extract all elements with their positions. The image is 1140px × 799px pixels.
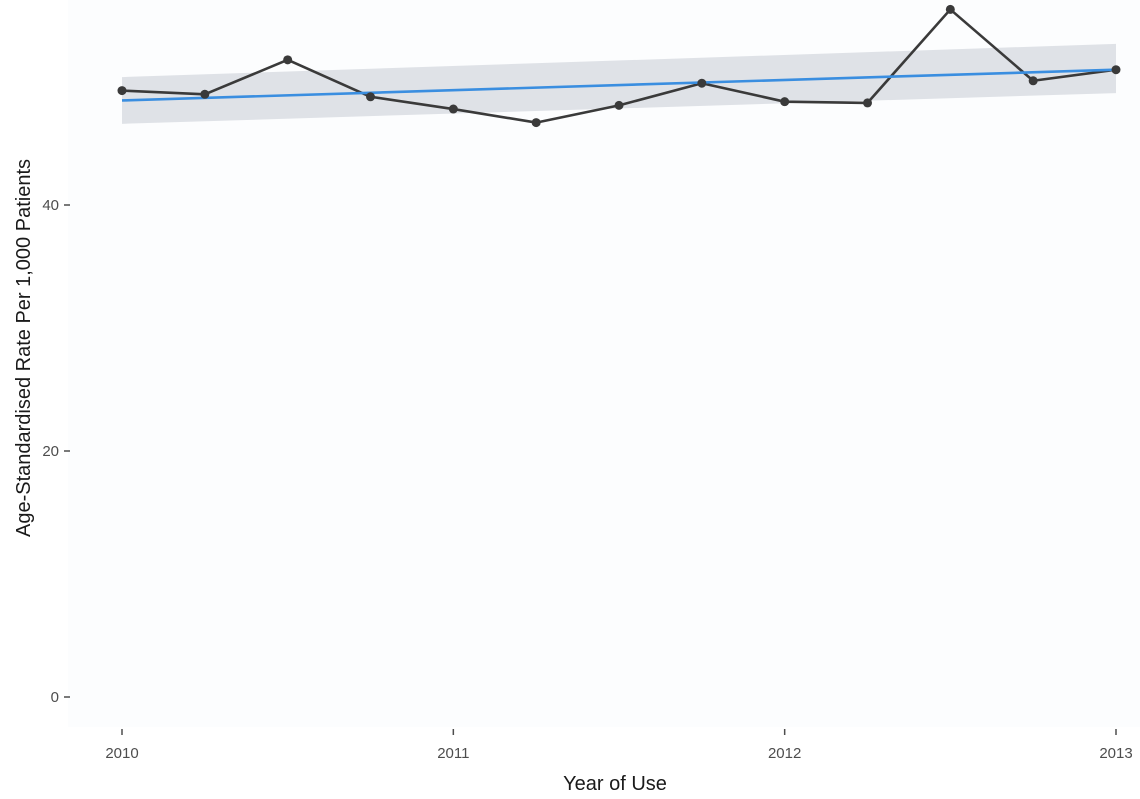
trend-line	[121, 68, 1117, 102]
x-tick-label: 2011	[437, 745, 469, 762]
data-point	[780, 97, 790, 107]
y-axis: 0 20 40	[42, 197, 70, 706]
data-point	[697, 78, 707, 88]
data-point	[448, 104, 458, 114]
x-tick-label: 2010	[105, 745, 138, 762]
data-point	[366, 92, 375, 102]
x-axis-title: Year of Use	[563, 773, 667, 795]
data-point	[531, 118, 541, 128]
data-point	[200, 89, 210, 99]
x-tick-label: 2012	[768, 745, 801, 762]
trend-line-layer	[121, 68, 1117, 102]
y-tick-label: 20	[42, 443, 59, 460]
data-point	[863, 98, 872, 108]
y-tick-label: 0	[51, 689, 59, 706]
plot-panel	[68, 0, 1140, 727]
x-axis: 2010 2011 2012 2013	[105, 729, 1133, 762]
x-tick-label: 2013	[1099, 745, 1132, 762]
data-point	[614, 100, 624, 110]
data-point	[1111, 65, 1121, 75]
data-point	[117, 86, 127, 96]
data-point	[945, 4, 955, 14]
data-points-layer	[117, 4, 1121, 128]
data-point	[1028, 76, 1038, 86]
y-tick-label: 40	[42, 197, 59, 214]
data-point	[283, 55, 293, 65]
y-axis-title: Age-Standardised Rate Per 1,000 Patients	[13, 159, 35, 537]
